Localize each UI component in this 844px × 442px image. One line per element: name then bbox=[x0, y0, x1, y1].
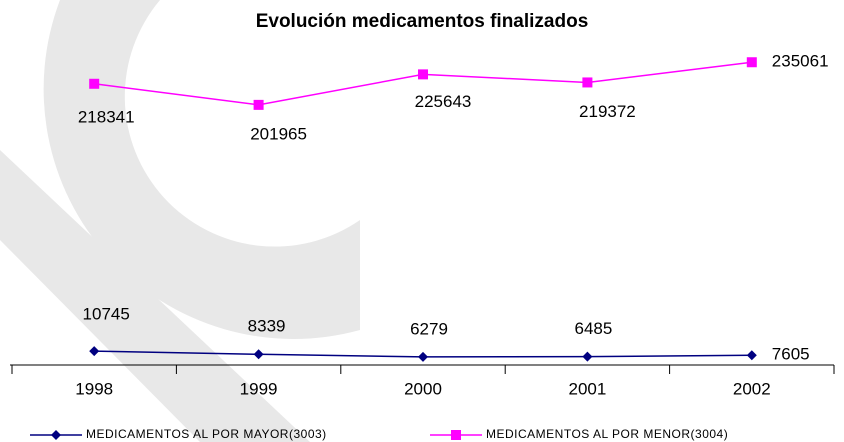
marker bbox=[89, 78, 100, 89]
data-label: 235061 bbox=[772, 52, 829, 71]
x-tick-label: 2002 bbox=[733, 379, 771, 398]
marker bbox=[582, 77, 593, 88]
marker bbox=[451, 430, 461, 440]
marker bbox=[418, 351, 428, 362]
marker bbox=[746, 350, 757, 361]
data-label: 218341 bbox=[78, 107, 135, 126]
marker bbox=[51, 430, 61, 440]
watermark bbox=[0, 0, 360, 442]
x-tick-label: 2000 bbox=[404, 379, 442, 398]
data-label: 201965 bbox=[250, 124, 307, 143]
data-label: 219372 bbox=[579, 102, 636, 121]
chart-title: Evolución medicamentos finalizados bbox=[256, 11, 589, 32]
marker bbox=[253, 99, 264, 110]
legend-text: MEDICAMENTOS AL POR MENOR(3004) bbox=[486, 427, 728, 441]
data-label: 7605 bbox=[772, 345, 810, 364]
watermark-band bbox=[0, 150, 310, 442]
marker bbox=[746, 57, 757, 68]
watermark-arc bbox=[43, 0, 360, 339]
data-label: 10745 bbox=[83, 305, 130, 324]
x-tick-label: 1998 bbox=[75, 379, 113, 398]
marker bbox=[582, 351, 593, 362]
data-label: 6485 bbox=[574, 319, 612, 338]
data-label: 8339 bbox=[248, 317, 286, 336]
marker bbox=[418, 69, 428, 80]
x-tick-label: 1999 bbox=[240, 379, 278, 398]
data-label: 225643 bbox=[415, 92, 472, 111]
marker bbox=[253, 349, 264, 360]
legend-text: MEDICAMENTOS AL POR MAYOR(3003) bbox=[86, 427, 327, 441]
data-label: 6279 bbox=[410, 319, 448, 338]
x-tick-label: 2001 bbox=[568, 379, 606, 398]
marker bbox=[89, 346, 100, 357]
